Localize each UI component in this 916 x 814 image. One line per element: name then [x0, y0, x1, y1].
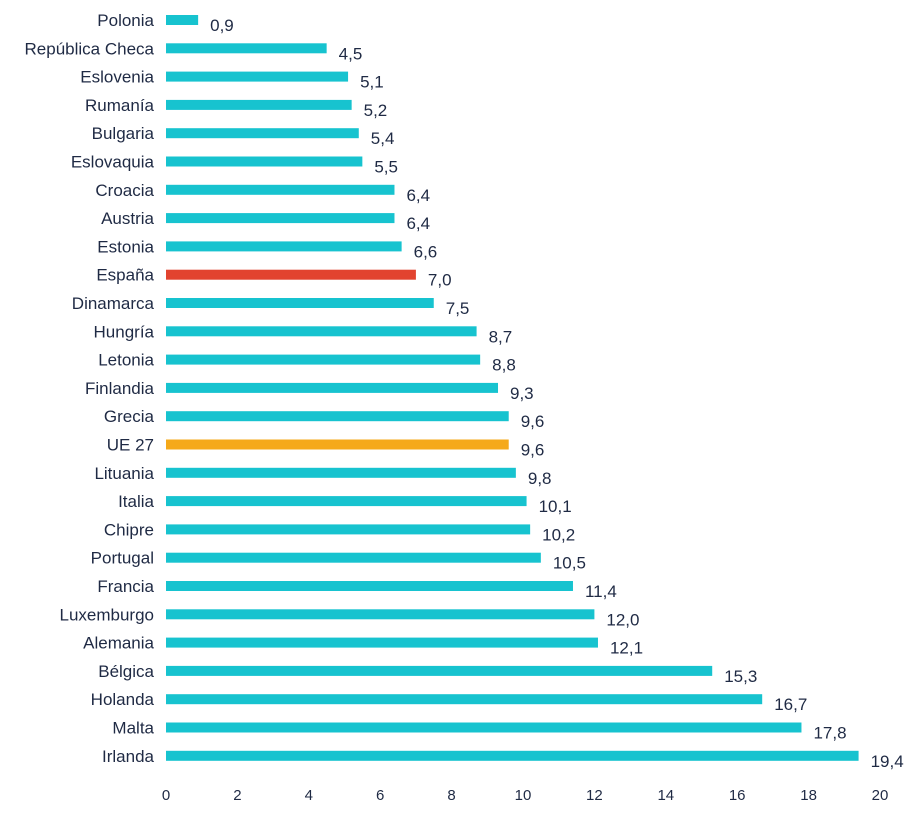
bar	[166, 269, 416, 280]
bar	[166, 524, 531, 535]
category-label: Portugal	[91, 549, 154, 568]
bar	[166, 439, 509, 450]
category-label: Malta	[112, 719, 154, 738]
bar	[166, 156, 363, 167]
bar	[166, 609, 595, 620]
category-label: Irlanda	[102, 747, 155, 766]
value-label: 19,4	[871, 752, 904, 771]
category-label: Bélgica	[98, 662, 154, 681]
bar	[166, 354, 481, 365]
value-label: 9,3	[510, 384, 534, 403]
value-label: 10,1	[539, 497, 572, 516]
x-tick-label: 12	[586, 787, 603, 804]
bar	[166, 694, 763, 705]
bar	[166, 467, 516, 478]
bar	[166, 750, 859, 761]
value-label: 7,0	[428, 271, 452, 290]
category-label: UE 27	[107, 436, 154, 455]
value-label: 11,4	[585, 582, 617, 601]
bar	[166, 15, 199, 25]
bar	[166, 128, 359, 139]
value-label: 12,1	[610, 639, 643, 658]
x-tick-label: 0	[162, 787, 170, 804]
value-label: 0,9	[210, 16, 234, 35]
value-label: 5,5	[374, 158, 398, 177]
x-tick-label: 18	[800, 787, 817, 804]
category-label: Austria	[101, 209, 154, 228]
category-label: Eslovenia	[80, 68, 154, 87]
category-label: Holanda	[91, 690, 155, 709]
bar	[166, 43, 327, 54]
value-label: 5,4	[371, 129, 395, 148]
value-label: 15,3	[724, 667, 757, 686]
category-label: Estonia	[97, 237, 154, 256]
value-label: 6,4	[406, 214, 430, 233]
value-label: 12,0	[606, 610, 639, 629]
category-label: Rumanía	[85, 96, 155, 115]
bar	[166, 382, 499, 393]
category-label: Grecia	[104, 407, 155, 426]
bar	[166, 184, 395, 195]
bar	[166, 637, 598, 648]
category-label: Alemania	[83, 634, 154, 653]
x-tick-label: 2	[233, 787, 241, 804]
bar	[166, 552, 541, 563]
bar	[166, 581, 573, 591]
bar	[166, 241, 402, 252]
bar	[166, 71, 349, 82]
category-label: República Checa	[25, 39, 155, 58]
category-label: Finlandia	[85, 379, 155, 398]
category-label: Polonia	[97, 11, 154, 30]
category-label: Dinamarca	[72, 294, 155, 313]
value-label: 5,1	[360, 73, 384, 92]
x-tick-label: 6	[376, 787, 384, 804]
category-label: Hungría	[94, 322, 155, 341]
value-label: 7,5	[446, 299, 470, 318]
value-label: 5,2	[364, 101, 388, 120]
value-label: 8,7	[489, 327, 513, 346]
value-label: 6,6	[414, 242, 438, 261]
value-label: 8,8	[492, 356, 516, 375]
bar	[166, 99, 352, 110]
x-tick-label: 8	[447, 787, 455, 804]
value-label: 9,8	[528, 469, 552, 488]
value-label: 9,6	[521, 441, 545, 460]
bar	[166, 411, 509, 422]
bar	[166, 213, 395, 224]
x-tick-label: 20	[872, 787, 889, 804]
x-tick-label: 14	[657, 787, 674, 804]
bar	[166, 665, 713, 676]
category-label: España	[96, 266, 154, 285]
category-label: Lituania	[94, 464, 154, 483]
category-label: Chipre	[104, 520, 154, 539]
value-label: 10,5	[553, 554, 586, 573]
value-label: 4,5	[339, 44, 363, 63]
bar	[166, 722, 802, 733]
x-tick-label: 16	[729, 787, 746, 804]
x-tick-label: 10	[515, 787, 532, 804]
value-label: 6,4	[406, 186, 430, 205]
bar	[166, 496, 527, 507]
category-label: Letonia	[98, 351, 154, 370]
category-label: Croacia	[95, 181, 154, 200]
category-label: Francia	[97, 577, 154, 596]
category-label: Eslovaquia	[71, 153, 155, 172]
value-label: 17,8	[813, 724, 846, 743]
bar	[166, 326, 477, 337]
category-label: Luxemburgo	[59, 605, 154, 624]
bar	[166, 298, 434, 308]
value-label: 16,7	[774, 695, 807, 714]
value-label: 10,2	[542, 525, 575, 544]
category-label: Bulgaria	[92, 124, 155, 143]
x-tick-label: 4	[305, 787, 313, 804]
category-label: Italia	[118, 492, 154, 511]
value-label: 9,6	[521, 412, 545, 431]
